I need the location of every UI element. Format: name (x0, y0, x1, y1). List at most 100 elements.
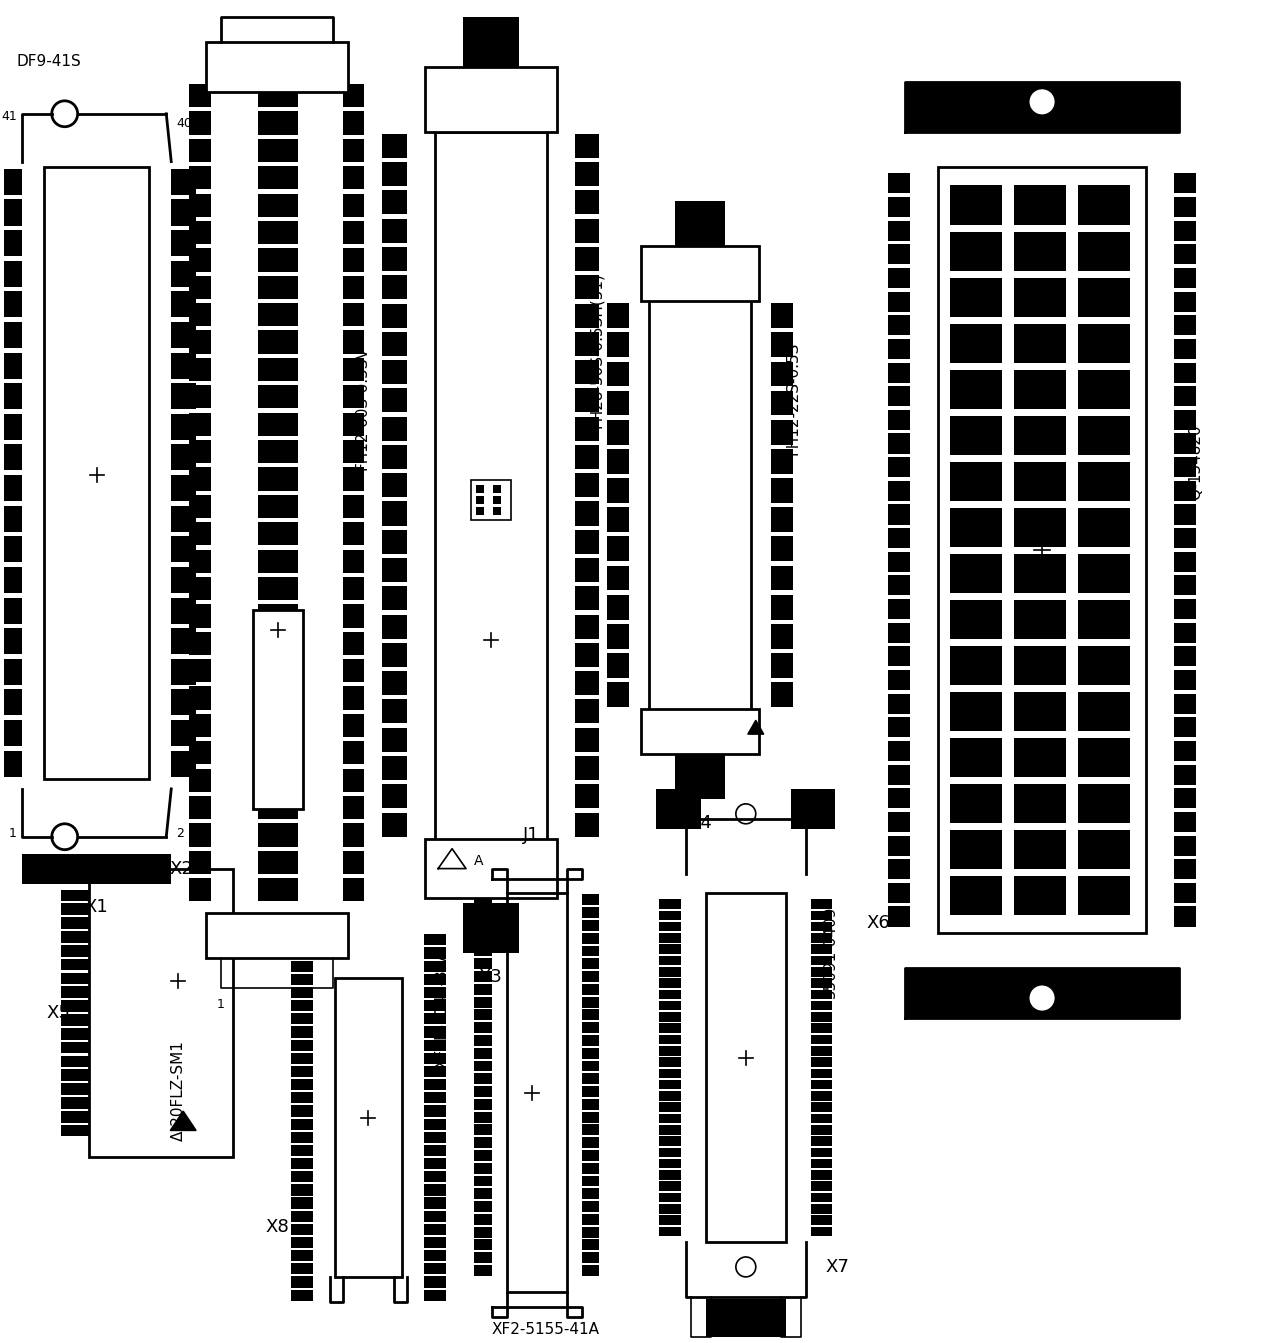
Bar (608, 508, 629, 532)
Bar (61, 972, 89, 984)
Bar (474, 1022, 492, 1033)
Bar (291, 935, 313, 945)
Bar (574, 247, 600, 271)
Bar (574, 388, 600, 412)
Bar (258, 467, 278, 490)
Bar (189, 604, 211, 627)
Bar (888, 434, 910, 454)
Bar (61, 1111, 89, 1123)
Bar (278, 494, 297, 518)
Bar (0, 383, 22, 410)
Bar (1174, 882, 1196, 902)
Bar (1078, 231, 1130, 271)
Bar (291, 1185, 313, 1195)
Bar (258, 385, 278, 408)
Bar (383, 643, 407, 667)
Bar (172, 598, 196, 623)
Bar (1014, 553, 1066, 594)
Bar (258, 631, 278, 655)
Bar (258, 220, 278, 244)
Bar (258, 686, 278, 709)
Bar (474, 1086, 492, 1097)
Bar (1078, 646, 1130, 685)
Bar (574, 416, 600, 441)
Bar (474, 920, 492, 931)
Bar (189, 441, 211, 463)
Bar (888, 599, 910, 619)
Bar (383, 728, 407, 752)
Bar (425, 974, 446, 984)
Bar (383, 672, 407, 696)
Bar (474, 1112, 492, 1123)
Bar (811, 911, 833, 920)
Bar (474, 1061, 492, 1072)
Bar (342, 220, 365, 244)
Bar (1014, 231, 1066, 271)
Bar (291, 974, 313, 984)
Bar (0, 445, 22, 470)
Bar (291, 1264, 313, 1275)
Bar (278, 659, 297, 682)
Bar (608, 420, 629, 445)
Bar (1014, 278, 1066, 317)
Bar (770, 653, 793, 678)
Circle shape (52, 823, 78, 850)
Bar (189, 686, 211, 709)
Bar (474, 1048, 492, 1058)
Bar (278, 850, 297, 874)
Bar (0, 506, 22, 532)
Bar (61, 959, 89, 971)
Bar (660, 1125, 681, 1135)
Bar (474, 997, 492, 1007)
Bar (172, 751, 196, 776)
Bar (0, 598, 22, 623)
Bar (660, 944, 681, 954)
Bar (475, 485, 484, 493)
Bar (770, 332, 793, 357)
Bar (291, 1289, 313, 1301)
Bar (608, 361, 629, 387)
Bar (383, 219, 407, 243)
Bar (770, 624, 793, 649)
Bar (189, 111, 211, 134)
Bar (291, 1092, 313, 1104)
Bar (474, 1010, 492, 1021)
Bar (493, 485, 501, 493)
Bar (660, 900, 681, 909)
Bar (811, 1136, 833, 1146)
Bar (574, 529, 600, 553)
Bar (949, 416, 1002, 455)
Bar (1078, 508, 1130, 547)
Bar (258, 412, 278, 436)
Bar (258, 741, 278, 764)
Bar (61, 904, 89, 915)
Bar (342, 167, 365, 189)
Bar (888, 244, 910, 265)
Bar (278, 167, 297, 189)
Text: Δ 20FLZ-SM1: Δ 20FLZ-SM1 (170, 1041, 186, 1140)
Bar (1078, 739, 1130, 778)
Bar (278, 304, 297, 326)
Bar (342, 549, 365, 572)
Bar (1078, 369, 1130, 408)
Bar (582, 1061, 600, 1072)
Bar (474, 984, 492, 995)
Bar (1174, 670, 1196, 690)
Bar (1174, 434, 1196, 454)
Bar (888, 505, 910, 525)
Bar (949, 692, 1002, 731)
Circle shape (52, 101, 78, 126)
Bar (189, 138, 211, 163)
Bar (474, 1175, 492, 1186)
Bar (949, 830, 1002, 869)
Bar (189, 631, 211, 655)
Bar (0, 261, 22, 287)
Bar (660, 978, 681, 988)
Bar (675, 753, 724, 799)
Bar (258, 604, 278, 627)
Bar (61, 1069, 89, 1081)
Bar (89, 869, 233, 1158)
Bar (474, 1265, 492, 1276)
Bar (475, 496, 484, 504)
Bar (811, 1001, 833, 1010)
